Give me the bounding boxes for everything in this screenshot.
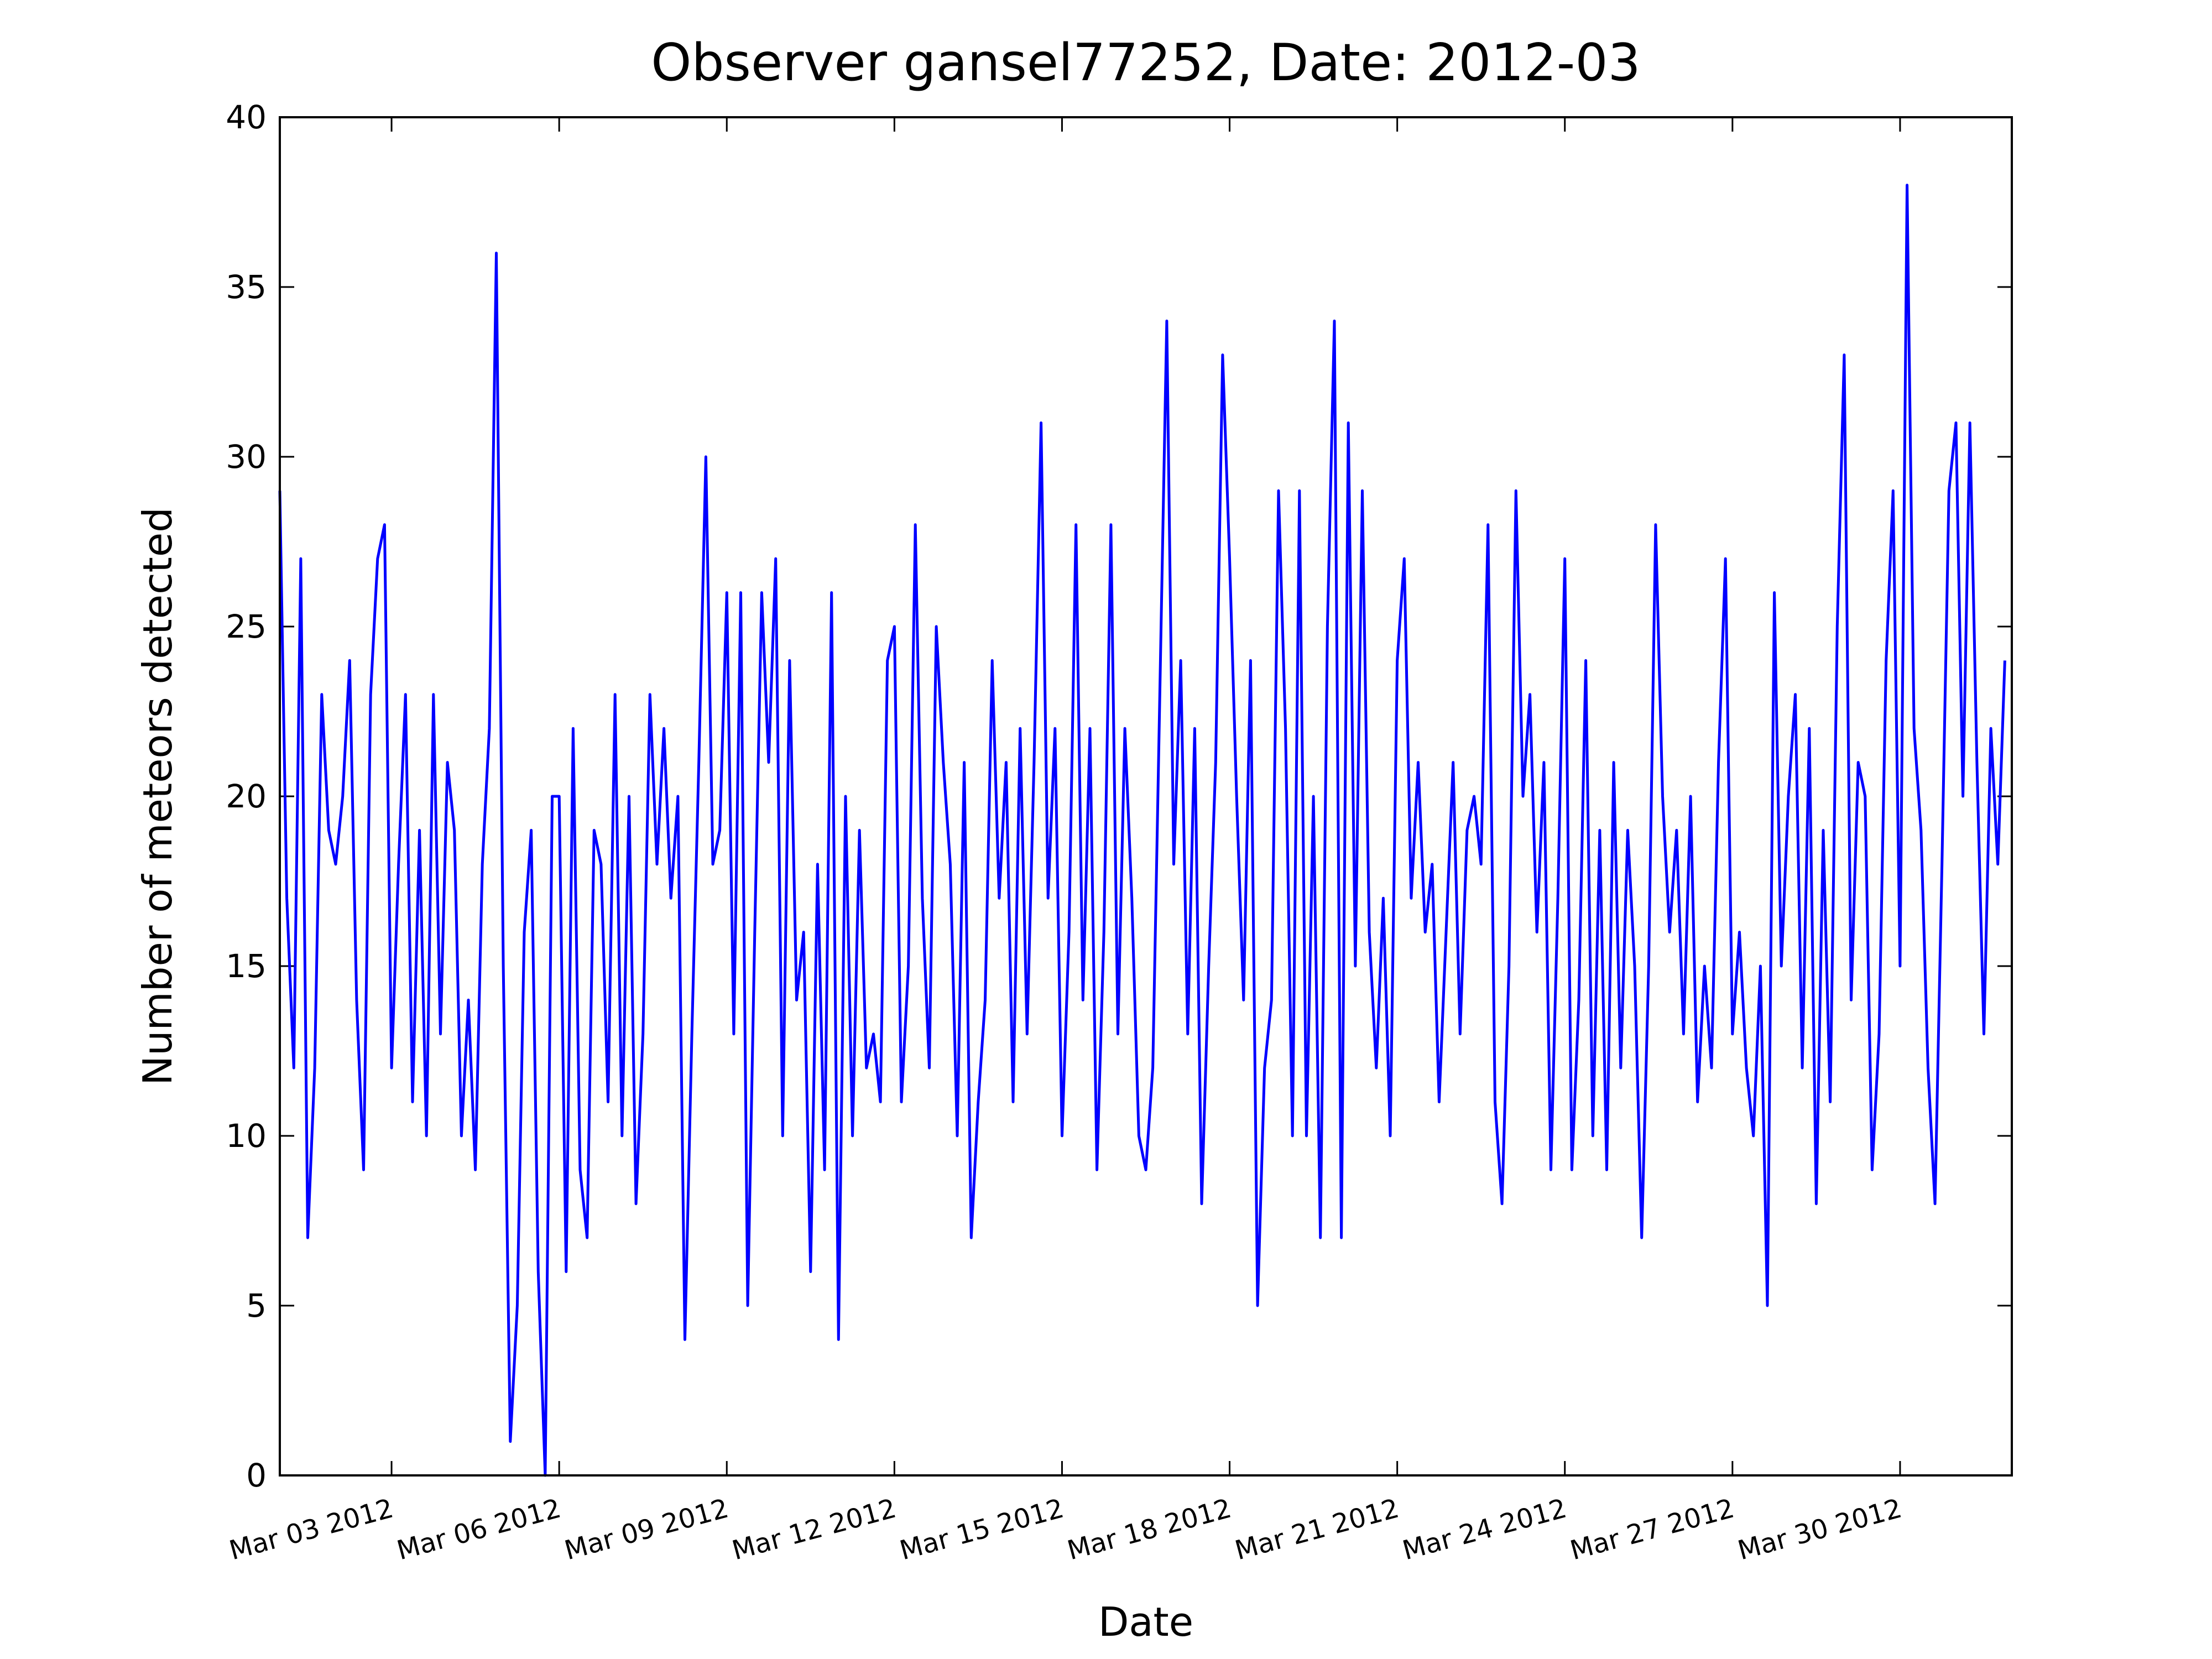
y-tick-label: 5 — [246, 1287, 267, 1324]
chart-title: Observer gansel77252, Date: 2012-03 — [651, 33, 1640, 92]
y-tick-label: 35 — [226, 268, 267, 306]
y-tick-label: 25 — [226, 608, 267, 645]
y-tick-label: 15 — [226, 947, 267, 985]
y-tick-label: 20 — [226, 778, 267, 815]
data-line — [278, 184, 2006, 1477]
y-tick-label: 40 — [226, 98, 267, 136]
y-axis-label: Number of meteors detected — [134, 507, 181, 1086]
x-axis-label: Date — [1098, 1599, 1193, 1645]
plot-frame — [279, 116, 2013, 1477]
y-tick-label: 0 — [246, 1457, 267, 1494]
y-tick-label: 30 — [226, 438, 267, 476]
y-tick-label: 10 — [226, 1117, 267, 1155]
